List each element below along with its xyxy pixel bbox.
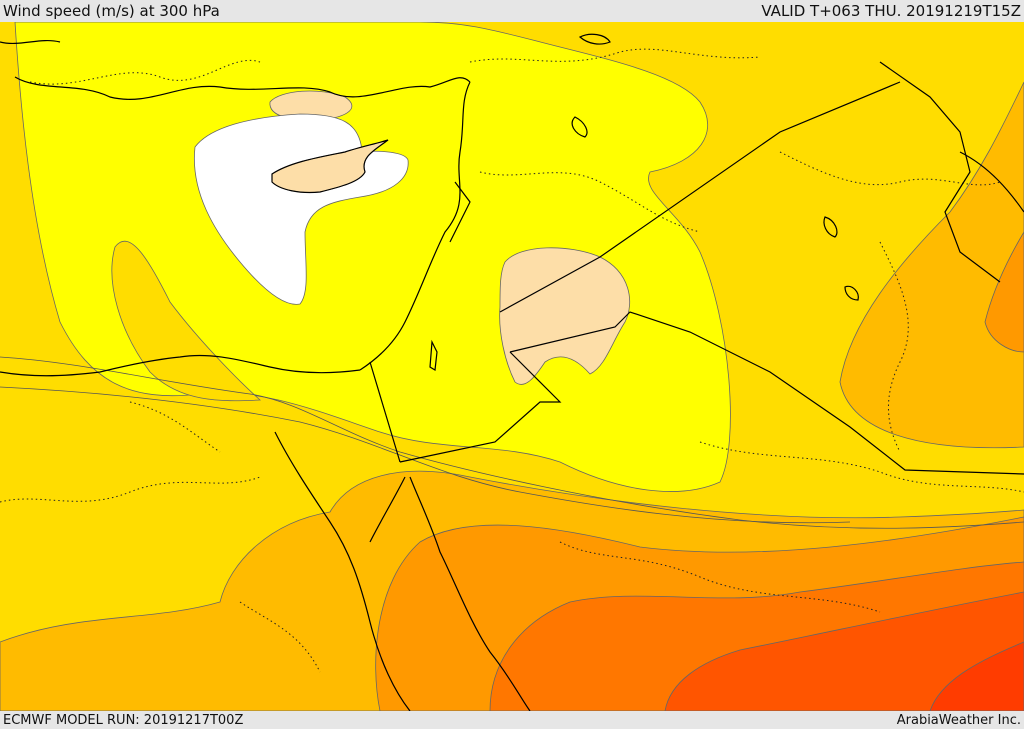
contour-40-south — [0, 386, 851, 524]
wind-speed-map[interactable] — [0, 22, 1024, 711]
band-45-50-east — [984, 231, 1024, 353]
map-footer: ECMWF MODEL RUN: 20191217T00Z ArabiaWeat… — [0, 711, 1024, 729]
valid-time: VALID T+063 THU. 20191219T15Z — [761, 2, 1021, 20]
coast-egypt-north — [0, 354, 361, 377]
coast-lake-tharthar — [823, 216, 838, 238]
border-saudi-north — [509, 311, 1024, 475]
border-egypt — [369, 361, 401, 463]
contour-35-south — [0, 356, 1024, 529]
coast-levant — [359, 81, 471, 371]
wind-speed-shading — [0, 22, 1024, 711]
coastlines — [0, 33, 1024, 711]
map-title: Wind speed (m/s) at 300 hPa — [3, 2, 220, 20]
border-iran-iraq — [879, 61, 1001, 283]
coast-dead-sea — [429, 339, 438, 371]
country-borders — [369, 61, 1024, 475]
coast-cyprus — [271, 139, 389, 194]
coast-black-sea — [0, 39, 61, 45]
coast-red-sea-west — [274, 431, 411, 711]
contours — [0, 356, 1024, 529]
coast-lake-van — [571, 116, 588, 138]
coast-gulf-suez — [369, 476, 406, 543]
border-saudi-jordan — [399, 351, 562, 463]
model-run: ECMWF MODEL RUN: 20191217T00Z — [3, 712, 244, 728]
border-jordan-iraq — [499, 81, 901, 313]
band-55-60 — [664, 591, 1024, 711]
coast-lake-razzaza — [844, 285, 859, 301]
credit: ArabiaWeather Inc. — [896, 712, 1021, 728]
coast-persian-gulf — [959, 151, 1024, 213]
coast-lake-urmia — [578, 33, 611, 45]
coast-turkey-south — [14, 76, 471, 100]
admin-borders — [0, 48, 1024, 673]
coast-red-sea-east — [409, 476, 531, 711]
map-canvas — [0, 22, 1024, 711]
map-header: Wind speed (m/s) at 300 hPa VALID T+063 … — [0, 0, 1024, 22]
band-40-45-east — [839, 81, 1024, 449]
